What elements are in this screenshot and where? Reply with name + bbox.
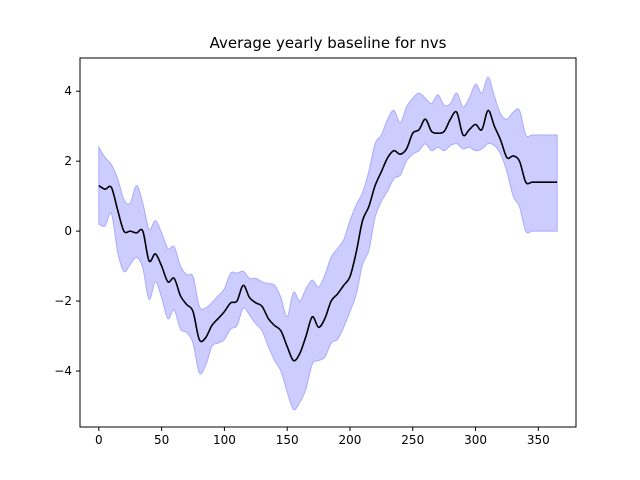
x-tick-label: 350 <box>527 433 550 447</box>
y-tick-label: 4 <box>64 84 72 98</box>
x-tick-label: 0 <box>95 433 103 447</box>
mean-line <box>98 109 558 362</box>
x-tick-label: 250 <box>401 433 424 447</box>
x-tick-label: 300 <box>464 433 487 447</box>
x-axis-ticks: 0 50 100 150 200 250 300 350 <box>95 427 550 447</box>
y-tick-label: 2 <box>64 154 72 168</box>
axes-frame <box>79 57 577 428</box>
x-tick-label: 150 <box>276 433 299 447</box>
plot-area <box>98 76 558 411</box>
chart-title: Average yearly baseline for nvs <box>210 34 447 52</box>
y-axis-ticks: −4 −2 0 2 4 <box>54 84 80 378</box>
x-tick-label: 50 <box>154 433 169 447</box>
y-tick-label: −2 <box>54 294 72 308</box>
y-tick-label: −4 <box>54 364 72 378</box>
x-tick-label: 100 <box>213 433 236 447</box>
y-tick-label: 0 <box>64 224 72 238</box>
confidence-band <box>98 76 558 411</box>
x-tick-label: 200 <box>339 433 362 447</box>
